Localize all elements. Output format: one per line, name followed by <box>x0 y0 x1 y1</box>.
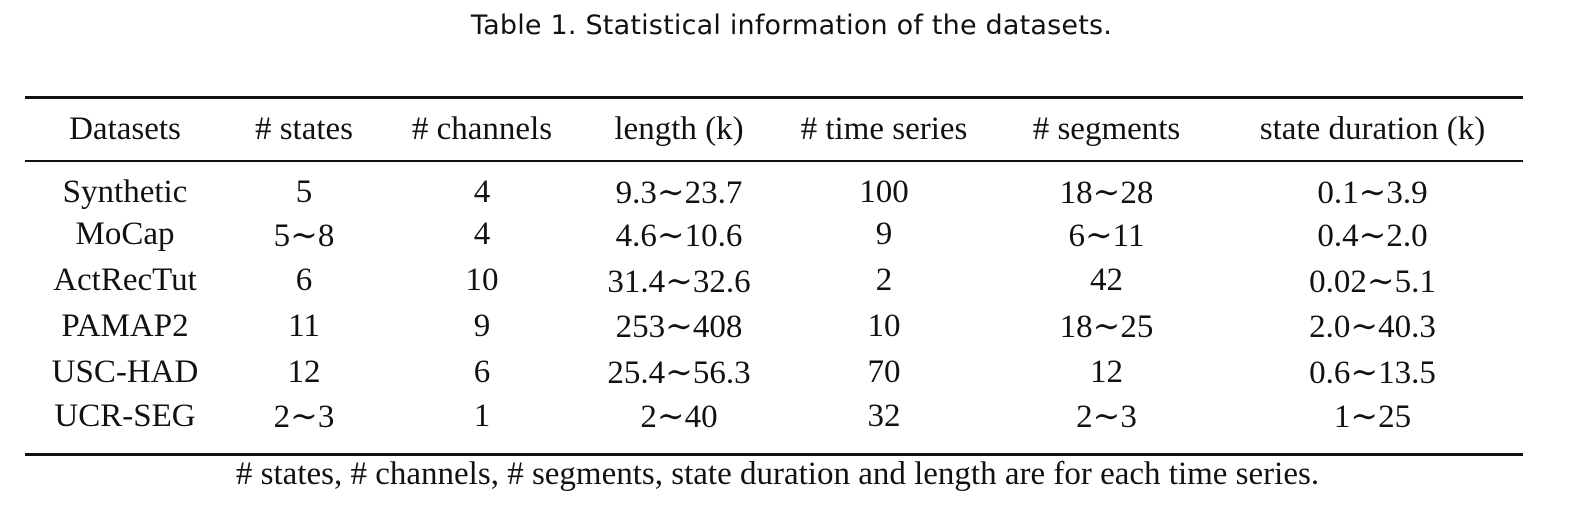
segments-cell: 2∼3 <box>1076 399 1137 436</box>
dataset-name-cell: USC-HAD <box>51 353 199 390</box>
state-duration-cell: 0.02∼5.1 <box>1309 263 1436 300</box>
length-cell: 9.3∼23.7 <box>615 175 743 211</box>
channels-cell: 4 <box>473 173 491 210</box>
table-footnote: # states, # channels, # segments, state … <box>235 456 1320 492</box>
time-series-cell: 2 <box>875 262 893 299</box>
length-cell: 31.4∼32.6 <box>607 263 751 300</box>
table-row: UCR-SEG 2∼3 1 2∼40 32 2∼3 1∼25 <box>25 395 1523 441</box>
state-duration-cell: 1∼25 <box>1333 399 1412 436</box>
time-series-cell: 9 <box>875 216 893 253</box>
dataset-name-cell: UCR-SEG <box>54 397 196 434</box>
states-cell: 5 <box>295 173 313 210</box>
channels-cell: 9 <box>473 307 491 344</box>
segments-cell: 6∼11 <box>1068 217 1145 254</box>
state-duration-cell: 0.6∼13.5 <box>1309 355 1436 392</box>
segments-cell: 12 <box>1090 353 1123 390</box>
length-cell: 4.6∼10.6 <box>615 217 743 254</box>
length-cell: 253∼408 <box>615 309 743 346</box>
column-header-state-duration: state duration (k) <box>1259 111 1486 147</box>
table-row: MoCap 5∼8 4 4.6∼10.6 9 6∼11 0.4∼2.0 <box>25 212 1523 258</box>
time-series-cell: 100 <box>859 173 909 210</box>
table-header-rule <box>25 160 1523 162</box>
channels-cell: 10 <box>465 262 499 299</box>
table-row: ActRecTut 6 10 31.4∼32.6 2 42 0.02∼5.1 <box>25 258 1523 304</box>
dataset-name-cell: MoCap <box>75 216 175 253</box>
states-cell: 12 <box>287 353 321 390</box>
state-duration-cell: 0.1∼3.9 <box>1317 175 1428 211</box>
table-row: PAMAP2 11 9 253∼408 10 18∼25 2.0∼40.3 <box>25 304 1523 350</box>
length-cell: 25.4∼56.3 <box>607 355 751 392</box>
column-header-segments: # segments <box>1032 111 1181 147</box>
dataset-name-cell: PAMAP2 <box>61 307 189 344</box>
states-cell: 11 <box>288 307 320 344</box>
dataset-name-cell: Synthetic <box>62 173 188 210</box>
length-cell: 2∼40 <box>640 399 718 436</box>
channels-cell: 6 <box>473 353 491 390</box>
state-duration-cell: 2.0∼40.3 <box>1309 309 1436 346</box>
time-series-cell: 70 <box>867 353 901 390</box>
segments-cell: 42 <box>1090 262 1123 299</box>
states-cell: 2∼3 <box>273 399 335 436</box>
table-top-rule <box>25 96 1523 99</box>
dataset-statistics-table: Datasets # states # channels length (k) … <box>25 99 1523 441</box>
table-row: Synthetic 5 4 9.3∼23.7 100 18∼28 0.1∼3.9 <box>25 160 1523 212</box>
table-caption: Table 1. Statistical information of the … <box>470 10 1113 41</box>
channels-cell: 1 <box>473 397 491 434</box>
time-series-cell: 10 <box>867 307 901 344</box>
states-cell: 6 <box>295 262 313 299</box>
table-bottom-rule <box>25 453 1523 456</box>
state-duration-cell: 0.4∼2.0 <box>1317 217 1428 254</box>
dataset-name-cell: ActRecTut <box>53 262 197 299</box>
time-series-cell: 32 <box>867 397 901 434</box>
column-header-time-series: # time series <box>800 111 968 147</box>
states-cell: 5∼8 <box>273 217 335 254</box>
column-header-states: # states <box>254 111 354 147</box>
segments-cell: 18∼25 <box>1059 309 1154 346</box>
segments-cell: 18∼28 <box>1059 175 1154 211</box>
column-header-channels: # channels <box>411 111 553 147</box>
table-row: USC-HAD 12 6 25.4∼56.3 70 12 0.6∼13.5 <box>25 349 1523 395</box>
column-header-length: length (k) <box>614 111 744 147</box>
column-header-datasets: Datasets <box>69 111 181 147</box>
table-header-row: Datasets # states # channels length (k) … <box>25 99 1523 160</box>
channels-cell: 4 <box>473 216 491 253</box>
